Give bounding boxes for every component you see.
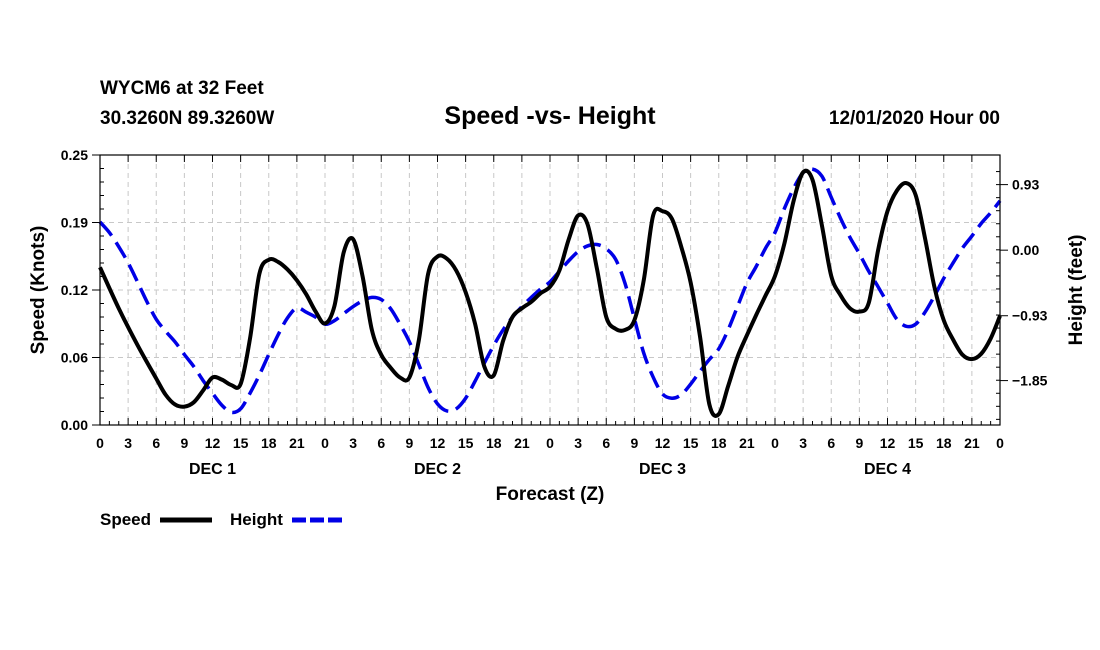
x-tick-label: 0	[321, 435, 329, 451]
x-axis-title: Forecast (Z)	[496, 484, 605, 505]
x-tick-label: 21	[289, 435, 305, 451]
plot-frame	[99, 154, 1001, 426]
x-tick-label: 3	[799, 435, 807, 451]
x-tick-label: 15	[233, 435, 249, 451]
day-labels: DEC 1 DEC 2 DEC 3 DEC 4	[189, 461, 911, 478]
legend-speed-label: Speed	[100, 510, 151, 529]
x-tick-label: 9	[855, 435, 863, 451]
day-label: DEC 3	[639, 461, 686, 478]
y-right-tick-label: −0.93	[1012, 308, 1048, 324]
coordinates-label: 30.3260N 89.3260W	[100, 108, 274, 129]
x-tick-label: 18	[486, 435, 502, 451]
x-tick-label: 15	[908, 435, 924, 451]
x-tick-label: 9	[405, 435, 413, 451]
x-tick-label: 3	[574, 435, 582, 451]
x-tick-label: 21	[964, 435, 980, 451]
y-left-tick-label: 0.00	[61, 417, 88, 433]
x-tick-label: 0	[996, 435, 1004, 451]
y-left-tick-label: 0.06	[61, 350, 88, 366]
x-tick-label: 3	[124, 435, 132, 451]
y-right-tick-label: 0.00	[1012, 242, 1039, 258]
x-tick-label: 15	[683, 435, 699, 451]
height-series-line	[98, 167, 1002, 415]
y-right-axis-title: Height (feet)	[1066, 235, 1087, 346]
y-right-tick-labels: 0.93 0.00 −0.93 −1.85	[1012, 177, 1048, 389]
y-left-tick-label: 0.19	[61, 215, 88, 231]
legend: Speed Height	[100, 510, 342, 529]
x-tick-label: 12	[205, 435, 221, 451]
x-tick-label: 18	[261, 435, 277, 451]
x-tick-label: 18	[711, 435, 727, 451]
x-tick-label: 0	[771, 435, 779, 451]
x-tick-label: 21	[514, 435, 530, 451]
y-right-tick-label: −1.85	[1012, 373, 1048, 389]
datetime-label: 12/01/2020 Hour 00	[829, 108, 1000, 129]
station-label: WYCM6 at 32 Feet	[100, 78, 264, 99]
y-left-axis-title: Speed (Knots)	[28, 226, 49, 355]
y-left-tick-label: 0.12	[61, 282, 88, 298]
x-tick-label: 6	[377, 435, 385, 451]
y-left-tick-labels: 0.00 0.06 0.12 0.19 0.25	[61, 147, 88, 433]
day-label: DEC 4	[864, 461, 911, 478]
legend-height-label: Height	[230, 510, 283, 529]
x-tick-label: 9	[630, 435, 638, 451]
x-tick-label: 18	[936, 435, 952, 451]
x-tick-label: 3	[349, 435, 357, 451]
grid-lines	[100, 155, 1000, 425]
x-tick-label: 6	[602, 435, 610, 451]
speed-series-line	[98, 168, 1002, 418]
y-left-tick-label: 0.25	[61, 147, 88, 163]
y-right-tick-label: 0.93	[1012, 177, 1039, 193]
day-label: DEC 2	[414, 461, 461, 478]
x-tick-label: 6	[152, 435, 160, 451]
x-tick-label: 12	[655, 435, 671, 451]
x-tick-label: 12	[430, 435, 446, 451]
x-tick-label: 15	[458, 435, 474, 451]
x-tick-labels: 0 3 6 9 12 15 18 21 0 3 6 9 12 15 18 21 0 3 6 9 12 15 18 21 0 3 6 9…	[96, 435, 1004, 451]
x-tick-label: 0	[96, 435, 104, 451]
x-tick-label: 21	[739, 435, 755, 451]
chart-title: Speed -vs- Height	[444, 102, 656, 130]
x-tick-label: 0	[546, 435, 554, 451]
x-tick-label: 12	[880, 435, 896, 451]
x-tick-label: 9	[180, 435, 188, 451]
x-tick-label: 6	[827, 435, 835, 451]
day-label: DEC 1	[189, 461, 236, 478]
axis-ticks	[92, 154, 1008, 426]
